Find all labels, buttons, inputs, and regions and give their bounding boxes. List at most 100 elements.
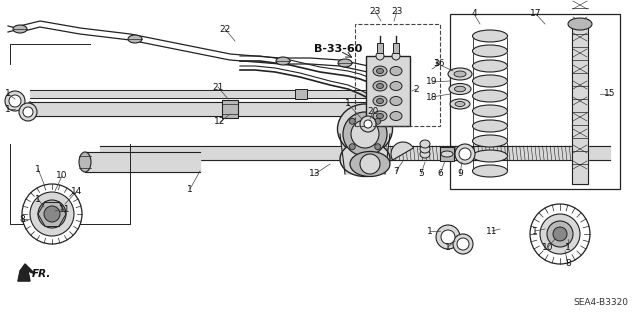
Text: 11: 11	[486, 226, 498, 235]
Text: B-33-60: B-33-60	[314, 44, 362, 54]
Text: 1: 1	[35, 165, 41, 174]
Circle shape	[530, 204, 590, 264]
Bar	[222, 100, 238, 118]
Ellipse shape	[337, 104, 392, 154]
Ellipse shape	[454, 86, 465, 92]
Text: 21: 21	[212, 83, 224, 92]
Circle shape	[22, 184, 82, 244]
Text: 11: 11	[60, 204, 71, 213]
Text: 1: 1	[35, 195, 41, 204]
Ellipse shape	[472, 135, 508, 147]
Circle shape	[349, 118, 355, 124]
Bar	[440, 147, 454, 161]
Text: 23: 23	[391, 6, 403, 16]
Ellipse shape	[338, 59, 352, 67]
Text: 1: 1	[565, 242, 571, 251]
Text: 3: 3	[433, 58, 439, 68]
Text: 1: 1	[187, 184, 193, 194]
Ellipse shape	[472, 165, 508, 177]
Ellipse shape	[340, 142, 390, 176]
Text: 5: 5	[418, 169, 424, 179]
Text: 10: 10	[56, 172, 68, 181]
Circle shape	[364, 120, 372, 128]
Ellipse shape	[350, 152, 390, 176]
Bar	[572, 19, 588, 184]
Text: 22: 22	[220, 25, 230, 33]
Ellipse shape	[373, 111, 387, 121]
Ellipse shape	[13, 25, 27, 33]
Text: 1: 1	[427, 226, 433, 235]
Circle shape	[540, 214, 580, 254]
Ellipse shape	[472, 150, 508, 162]
Circle shape	[441, 230, 455, 244]
Ellipse shape	[448, 68, 472, 80]
Ellipse shape	[390, 81, 402, 91]
Ellipse shape	[27, 102, 33, 116]
Circle shape	[553, 227, 567, 241]
Circle shape	[5, 91, 25, 111]
Ellipse shape	[472, 60, 508, 72]
Circle shape	[9, 95, 21, 107]
Circle shape	[457, 238, 469, 250]
Text: FR.: FR.	[32, 269, 51, 279]
Ellipse shape	[420, 150, 430, 158]
Bar	[295, 89, 307, 99]
Circle shape	[455, 144, 475, 164]
Text: 1: 1	[5, 105, 11, 114]
Ellipse shape	[441, 151, 453, 157]
Text: 1: 1	[445, 242, 451, 251]
Bar	[366, 56, 410, 126]
Text: 12: 12	[214, 117, 226, 127]
Ellipse shape	[568, 18, 592, 30]
Text: 19: 19	[426, 78, 438, 86]
Text: 9: 9	[457, 169, 463, 179]
Circle shape	[30, 192, 74, 236]
Text: 1: 1	[532, 226, 538, 235]
Ellipse shape	[128, 35, 142, 43]
Text: 20: 20	[367, 107, 379, 115]
Ellipse shape	[376, 69, 383, 73]
Text: 18: 18	[426, 93, 438, 101]
Ellipse shape	[472, 105, 508, 117]
Ellipse shape	[373, 66, 387, 76]
Ellipse shape	[79, 152, 91, 172]
Circle shape	[459, 148, 471, 160]
Text: 8: 8	[565, 259, 571, 269]
Circle shape	[392, 52, 400, 60]
Text: 6: 6	[437, 169, 443, 179]
Circle shape	[23, 107, 33, 117]
Ellipse shape	[472, 90, 508, 102]
Text: 16: 16	[435, 60, 445, 69]
Circle shape	[349, 144, 355, 150]
Ellipse shape	[376, 114, 383, 118]
Circle shape	[375, 144, 381, 150]
Text: 1: 1	[345, 100, 351, 108]
Circle shape	[436, 225, 460, 249]
Ellipse shape	[472, 45, 508, 57]
Text: 13: 13	[309, 169, 321, 179]
Ellipse shape	[376, 99, 383, 103]
Bar	[377, 43, 383, 53]
Circle shape	[38, 200, 66, 228]
Ellipse shape	[420, 145, 430, 153]
Circle shape	[375, 118, 381, 124]
Ellipse shape	[450, 99, 470, 109]
Circle shape	[351, 120, 379, 148]
Ellipse shape	[420, 140, 430, 148]
Text: 14: 14	[71, 187, 83, 196]
Circle shape	[19, 103, 37, 121]
Ellipse shape	[455, 101, 465, 107]
Polygon shape	[340, 134, 390, 174]
Polygon shape	[18, 264, 35, 281]
Ellipse shape	[472, 75, 508, 87]
Circle shape	[547, 221, 573, 247]
Circle shape	[343, 112, 387, 156]
Ellipse shape	[390, 66, 402, 76]
Ellipse shape	[390, 112, 402, 121]
Bar	[450, 14, 620, 189]
Ellipse shape	[376, 84, 383, 88]
Text: 10: 10	[542, 242, 554, 251]
Circle shape	[44, 206, 60, 222]
Bar	[393, 43, 399, 53]
Text: 4: 4	[471, 10, 477, 19]
